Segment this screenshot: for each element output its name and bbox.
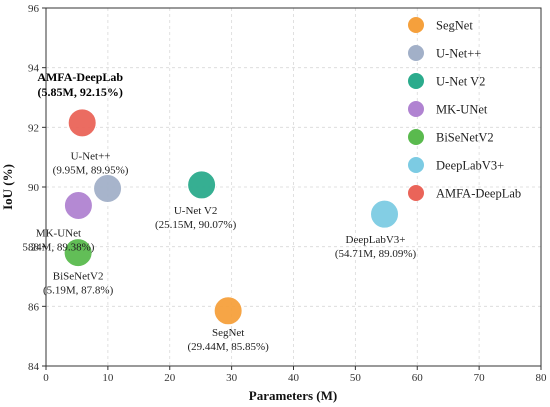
point-label-value: (5.85M, 92.15%) [38,85,123,99]
y-axis-title: IoU (%) [0,164,15,210]
legend-marker [408,185,424,201]
point-label-name: U-Net V2 [174,205,217,217]
y-tick-label: 96 [28,3,40,15]
legend-marker [408,101,424,117]
point-label-name: DeepLabV3+ [346,234,406,246]
legend-label: AMFA-DeepLab [436,187,521,201]
point-label-value: (25.15M, 90.07%) [155,219,237,231]
point-bisenetv2 [63,238,93,268]
point-segnet [213,296,243,326]
point-label-name: AMFA-DeepLab [37,70,123,84]
legend-marker [408,129,424,145]
legend-marker [408,157,424,173]
x-tick-label: 80 [536,372,548,384]
point-u-net-v2 [187,170,217,200]
legend-marker [408,45,424,61]
point-label-name: U-Net++ [71,150,111,162]
legend-label: DeepLabV3+ [436,159,504,173]
point-mk-unet [63,190,93,220]
x-tick-label: 20 [164,372,176,384]
x-tick-label: 10 [102,372,114,384]
legend: SegNet U-Net++ U-Net V2 MK-UNet BiSeNetV2 Dee… [408,17,521,201]
y-tick-label: 84 [28,361,40,373]
point-labels: SegNet (29.44M, 85.85%) U-Net++ (9.95M, 89.… [22,70,416,353]
point-u-net- [93,173,123,203]
point-label-value: (54.71M, 89.09%) [335,248,417,260]
x-tick-label: 40 [288,372,300,384]
legend-label: BiSeNetV2 [436,131,494,145]
point-deeplabv3- [370,199,400,229]
legend-marker [408,17,424,33]
legend-label: U-Net V2 [436,75,485,89]
point-amfa-deeplab [67,108,97,138]
x-tick-label: 50 [350,372,362,384]
legend-label: SegNet [436,19,473,33]
y-tick-label: 92 [28,122,39,134]
legend-marker [408,73,424,89]
ticks: 0 10 20 30 40 50 60 70 80 84 86 88 90 92 94 96 [28,3,547,384]
x-tick-label: 60 [412,372,424,384]
point-label-name: MK-UNet [36,227,81,239]
y-tick-label: 88 [28,242,40,254]
y-tick-label: 94 [28,63,40,75]
x-tick-label: 70 [474,372,486,384]
point-label-name: SegNet [212,327,244,339]
y-tick-label: 90 [28,182,40,194]
x-tick-label: 30 [226,372,238,384]
point-label-name: BiSeNetV2 [53,271,104,283]
point-label-value: (29.44M, 85.85%) [188,341,270,353]
legend-label: U-Net++ [436,47,481,61]
point-label-value: 5.24M, 89.38%) [22,241,94,253]
point-label-value: (9.95M, 89.95%) [53,164,129,176]
y-tick-label: 86 [28,301,40,313]
point-label-value: (5.19M, 87.8%) [43,285,114,297]
x-axis-title: Parameters (M) [249,388,337,403]
points [63,108,400,326]
legend-label: MK-UNet [436,103,488,117]
x-tick-label: 0 [43,372,49,384]
